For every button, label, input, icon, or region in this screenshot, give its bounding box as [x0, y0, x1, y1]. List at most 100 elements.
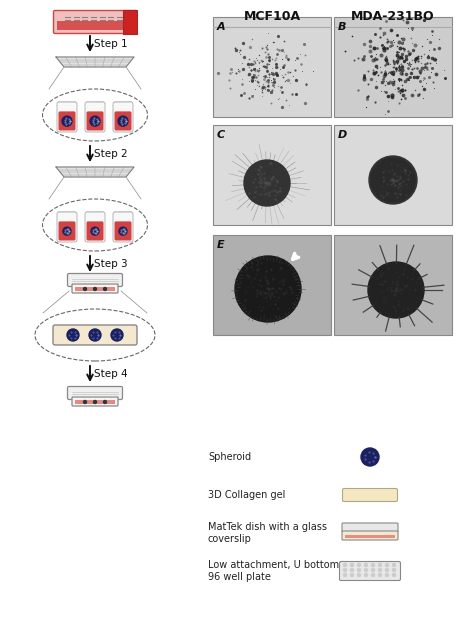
FancyBboxPatch shape [72, 397, 118, 406]
Bar [57, 21, 133, 30]
Text: MatTek dish with a glass
coverslip: MatTek dish with a glass coverslip [208, 522, 327, 544]
FancyBboxPatch shape [54, 11, 137, 34]
FancyBboxPatch shape [53, 325, 137, 345]
FancyBboxPatch shape [339, 561, 401, 581]
FancyBboxPatch shape [57, 102, 77, 132]
Ellipse shape [43, 199, 147, 251]
Bar [123, 10, 137, 34]
Text: Step 2: Step 2 [94, 149, 128, 159]
Circle shape [385, 573, 389, 577]
Text: Low attachment, U bottom,
96 well plate: Low attachment, U bottom, 96 well plate [208, 560, 342, 582]
FancyBboxPatch shape [115, 221, 131, 241]
FancyBboxPatch shape [342, 531, 398, 540]
Circle shape [392, 563, 396, 567]
Circle shape [244, 160, 290, 206]
Circle shape [350, 573, 354, 577]
FancyBboxPatch shape [86, 221, 103, 241]
Circle shape [83, 401, 86, 404]
Bar [334, 235, 452, 335]
Polygon shape [56, 57, 134, 67]
Circle shape [385, 563, 389, 567]
Ellipse shape [35, 309, 155, 361]
Circle shape [118, 116, 128, 126]
Circle shape [235, 256, 301, 322]
Bar [213, 125, 331, 225]
Circle shape [371, 568, 375, 572]
Circle shape [385, 568, 389, 572]
Bar [86, 211, 104, 215]
Bar [75, 287, 115, 291]
Circle shape [371, 573, 375, 577]
Circle shape [392, 568, 396, 572]
Bar [86, 101, 104, 105]
FancyBboxPatch shape [85, 212, 105, 242]
Circle shape [369, 156, 417, 204]
Bar [334, 17, 452, 117]
Circle shape [357, 573, 361, 577]
Bar [213, 17, 331, 117]
Circle shape [90, 116, 100, 126]
Circle shape [343, 573, 347, 577]
FancyBboxPatch shape [342, 523, 398, 532]
Circle shape [67, 329, 79, 341]
Bar [114, 211, 132, 215]
Circle shape [343, 563, 347, 567]
Circle shape [371, 563, 375, 567]
Text: Step 4: Step 4 [94, 369, 128, 379]
Text: A: A [217, 22, 226, 32]
Text: MCF10A: MCF10A [244, 11, 301, 24]
FancyBboxPatch shape [72, 284, 118, 293]
Circle shape [62, 116, 72, 126]
Text: D: D [338, 130, 347, 140]
Circle shape [63, 227, 71, 235]
FancyBboxPatch shape [67, 386, 122, 399]
FancyBboxPatch shape [58, 111, 75, 131]
Text: B: B [338, 22, 346, 32]
FancyBboxPatch shape [58, 221, 75, 241]
Bar [345, 535, 395, 538]
Bar [58, 211, 76, 215]
Circle shape [103, 401, 107, 404]
Circle shape [93, 401, 97, 404]
Circle shape [343, 568, 347, 572]
Circle shape [83, 288, 86, 291]
Bar [334, 125, 452, 225]
FancyBboxPatch shape [86, 111, 103, 131]
Circle shape [378, 568, 382, 572]
FancyBboxPatch shape [343, 489, 398, 501]
Bar [213, 235, 331, 335]
Circle shape [364, 568, 368, 572]
Circle shape [91, 227, 99, 235]
Circle shape [378, 563, 382, 567]
Circle shape [119, 227, 127, 235]
FancyBboxPatch shape [85, 102, 105, 132]
Text: MDA-231BO: MDA-231BO [351, 11, 435, 24]
Text: 3D Collagen gel: 3D Collagen gel [208, 490, 285, 500]
Text: Spheroid: Spheroid [208, 452, 251, 462]
Bar [75, 400, 115, 404]
Text: E: E [217, 240, 225, 250]
Text: C: C [217, 130, 225, 140]
Circle shape [364, 573, 368, 577]
Circle shape [89, 329, 101, 341]
Circle shape [357, 568, 361, 572]
Circle shape [93, 288, 97, 291]
Circle shape [392, 573, 396, 577]
FancyBboxPatch shape [57, 212, 77, 242]
FancyBboxPatch shape [115, 111, 131, 131]
Bar [114, 101, 132, 105]
Circle shape [350, 568, 354, 572]
Circle shape [111, 329, 123, 341]
Ellipse shape [43, 89, 147, 141]
Circle shape [357, 563, 361, 567]
Polygon shape [56, 167, 134, 177]
Text: Step 3: Step 3 [94, 259, 128, 269]
Circle shape [371, 158, 415, 202]
FancyBboxPatch shape [113, 102, 133, 132]
Text: Step 1: Step 1 [94, 39, 128, 49]
Circle shape [378, 573, 382, 577]
Circle shape [368, 262, 424, 318]
FancyBboxPatch shape [67, 274, 122, 286]
Circle shape [103, 288, 107, 291]
Circle shape [361, 448, 379, 466]
